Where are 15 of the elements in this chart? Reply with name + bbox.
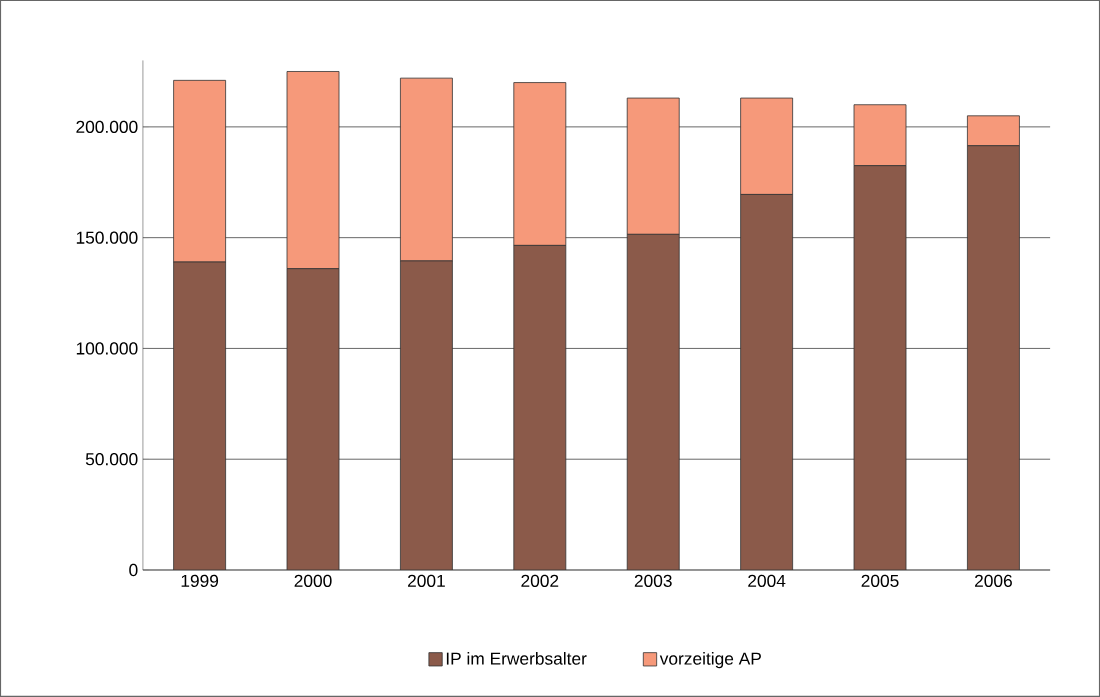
y-tick-label: 100.000	[76, 342, 138, 355]
x-tick-label: 2003	[634, 574, 672, 588]
x-tick-label: 2005	[861, 574, 899, 588]
x-tick-label: 2006	[975, 574, 1012, 588]
y-tick-label: 0	[129, 563, 138, 577]
x-tick-label: 2004	[748, 574, 786, 588]
x-tick-label: 2002	[521, 574, 559, 588]
x-tick-label: 2000	[294, 574, 332, 588]
y-tick-label: 200.000	[76, 120, 138, 134]
y-tick-label: 50.000	[85, 453, 138, 466]
x-tick-label: 2001	[408, 574, 445, 588]
x-tick-label: 1999	[181, 574, 219, 588]
legend-label: IP im Erwerbsalter	[446, 652, 587, 665]
legend-label: vorzeitige AP	[659, 652, 761, 669]
y-tick-label: 150.000	[76, 231, 138, 244]
